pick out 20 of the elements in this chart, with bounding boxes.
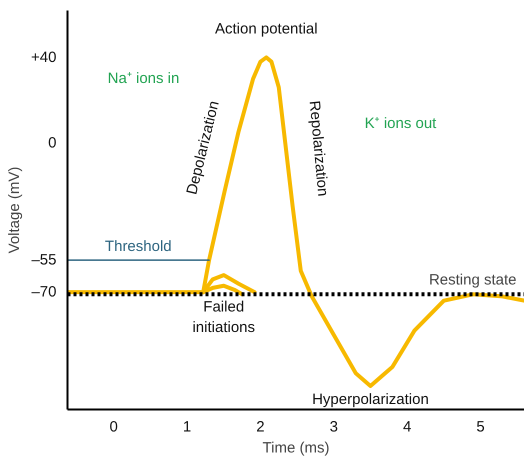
x-tick-label: 1	[182, 418, 192, 436]
annotation: Hyperpolarization	[312, 391, 429, 408]
annotation: Repolarization	[306, 100, 332, 198]
annotation: Action potential	[215, 20, 318, 38]
annotation: Na⁺ ions in	[108, 70, 180, 87]
y-tick-label: –70	[31, 284, 57, 301]
annotation: K⁺ ions out	[364, 115, 438, 132]
x-tick-label: 3	[330, 418, 338, 436]
ref-line-label: Resting state	[428, 271, 516, 288]
x-tick-label: 4	[402, 418, 412, 436]
x-axis-title: Time (ms)	[262, 440, 330, 456]
x-tick-label: 0	[110, 418, 118, 436]
y-tick-label: +40	[31, 48, 57, 66]
y-axis-title: Voltage (mV)	[6, 166, 24, 254]
y-tick-label: –55	[31, 252, 57, 269]
x-tick-label: 2	[256, 418, 265, 436]
x-tick-label: 5	[476, 418, 485, 436]
annotation: Failed initiations	[192, 298, 256, 336]
y-tick-label: 0	[48, 134, 56, 152]
series-label: Threshold	[104, 238, 172, 256]
